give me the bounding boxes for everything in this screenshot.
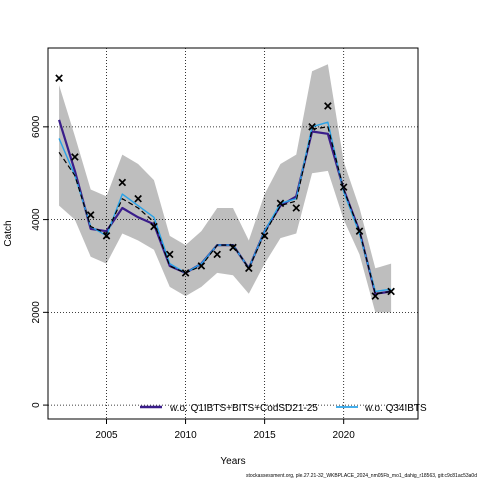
series-lines (58, 119, 392, 295)
x-tick-label: 2015 (253, 430, 276, 441)
observed-point (387, 287, 395, 296)
series-line-3 (58, 126, 392, 295)
observed-point (292, 204, 301, 212)
x-tick-label: 2020 (333, 430, 356, 441)
y-tick-label: 0 (31, 402, 42, 408)
observed-point (150, 222, 158, 231)
y-axis-title: Catch (3, 220, 14, 246)
observed-point (229, 243, 237, 252)
observed-point (118, 178, 127, 187)
y-tick-label: 2000 (31, 301, 42, 324)
confidence-band-area (59, 64, 392, 313)
observed-point (181, 269, 190, 277)
grid (48, 48, 418, 419)
observed-point (245, 264, 253, 273)
plot-frame (47, 47, 419, 420)
legend: w.o. Q1IBTS+BITS+CodSD21-25 w.o. Q34IBTS (140, 403, 427, 414)
observed-point (197, 262, 206, 270)
legend-label-1: w.o. Q1IBTS+BITS+CodSD21-25 (169, 403, 318, 414)
observed-points (55, 74, 395, 300)
observed-point (165, 250, 174, 259)
observed-point (371, 292, 380, 300)
y-tick-label: 4000 (31, 208, 42, 231)
observed-point (260, 232, 269, 240)
observed-point (102, 232, 111, 240)
observed-point (55, 74, 63, 82)
observed-point (71, 153, 79, 161)
observed-point (308, 123, 316, 131)
observed-point (355, 227, 364, 235)
observed-point (86, 211, 95, 219)
x-axis-title: Years (220, 456, 245, 467)
footer-note: stockassessment.org, ple.27.21-32_WKBPLA… (246, 473, 477, 479)
legend-label-2: w.o. Q34IBTS (364, 403, 427, 414)
y-tick-label: 6000 (31, 115, 42, 138)
axes: 2005 2010 2015 2020 0 2000 4000 6000 (31, 115, 355, 441)
confidence-band (59, 64, 392, 313)
observed-point (134, 194, 142, 203)
observed-point (276, 199, 285, 208)
observed-point (213, 250, 221, 259)
x-tick-label: 2010 (174, 430, 197, 441)
observed-point (339, 183, 348, 191)
x-tick-label: 2005 (95, 430, 118, 441)
observed-point (324, 102, 332, 110)
